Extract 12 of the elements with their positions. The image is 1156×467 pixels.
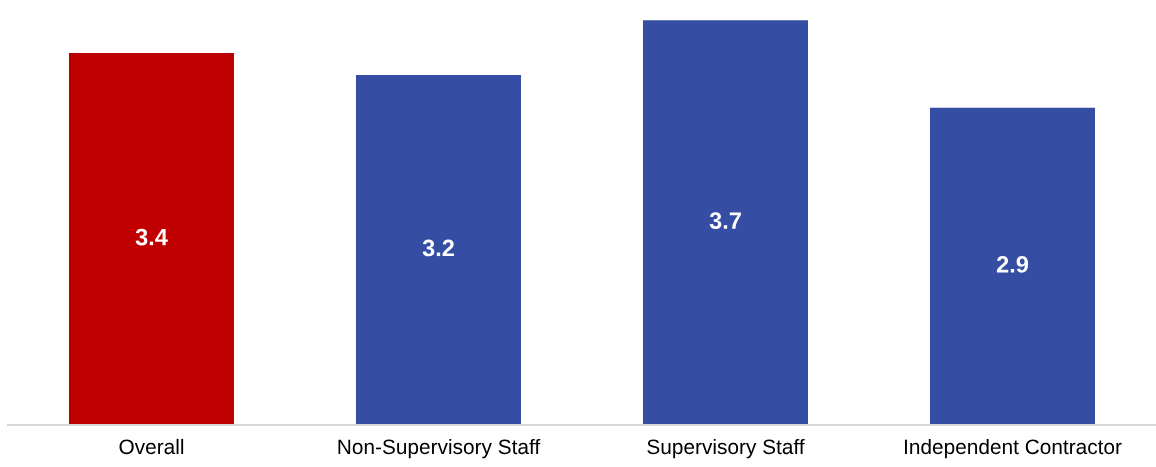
data-label: 2.9 [996, 256, 1029, 273]
data-label: 3.4 [135, 228, 168, 246]
x-tick-label: Independent Contractor [904, 438, 1122, 459]
bar [642, 20, 809, 425]
x-tick-label: Overall [119, 438, 184, 455]
x-tick-label: Supervisory Staff [647, 438, 805, 459]
data-label: 3.2 [422, 239, 454, 257]
x-tick-label: Non-Supervisory Staff [338, 438, 541, 459]
bar [929, 107, 1096, 425]
bar [355, 74, 522, 425]
data-label: 3.7 [709, 212, 741, 229]
bar [68, 53, 235, 425]
